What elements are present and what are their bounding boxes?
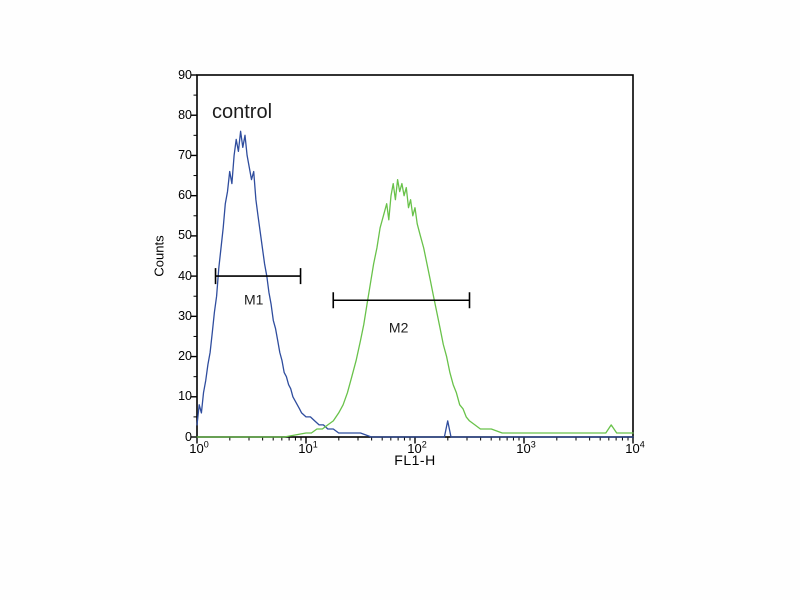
- x-axis-label: FL1-H: [394, 452, 436, 468]
- y-tick-label-0: 0: [185, 429, 192, 444]
- y-tick-label-40: 40: [178, 268, 192, 283]
- gate-label-M2: M2: [389, 319, 409, 335]
- y-tick-label-80: 80: [178, 107, 192, 122]
- y-tick-label-10: 10: [178, 389, 192, 404]
- gate-label-M1: M1: [244, 291, 264, 307]
- y-tick-label-70: 70: [178, 147, 192, 162]
- y-tick-label-50: 50: [178, 228, 192, 243]
- y-tick-label-20: 20: [178, 349, 192, 364]
- gate-M1: M1: [214, 268, 302, 307]
- gate-M2: M2: [332, 292, 471, 335]
- x-tick-label-10e2: 102: [407, 439, 427, 456]
- x-tick-label-10e4: 104: [625, 439, 645, 456]
- plot-border: [196, 74, 634, 438]
- x-tick-label-10e0: 100: [189, 439, 209, 456]
- y-tick-label-90: 90: [178, 67, 192, 82]
- y-tick-label-30: 30: [178, 308, 192, 323]
- x-tick-label-10e3: 103: [516, 439, 536, 456]
- y-tick-label-60: 60: [178, 188, 192, 203]
- x-tick-label-10e1: 101: [298, 439, 318, 456]
- curve-sample-green: [196, 178, 634, 438]
- plot-annotation-control: control: [212, 101, 273, 123]
- curve-control-blue: [196, 130, 634, 438]
